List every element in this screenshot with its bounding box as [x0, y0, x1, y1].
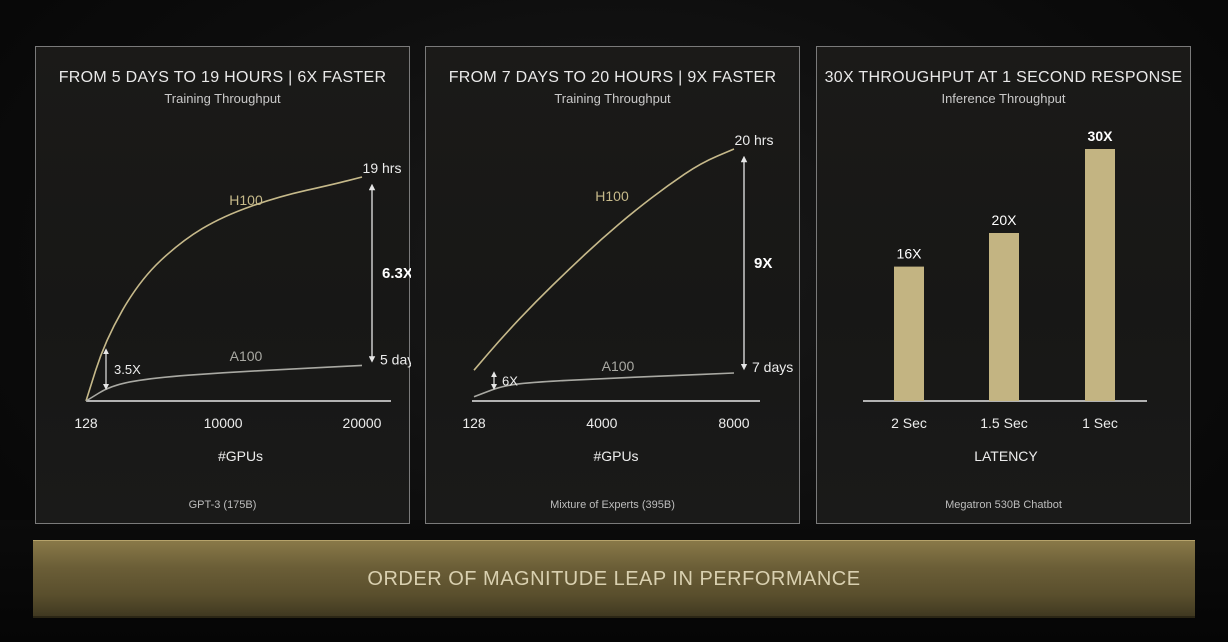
- series-line-a100: [473, 372, 735, 398]
- chart-subtitle: Training Throughput: [164, 91, 281, 106]
- chart-title: 30X THROUGHPUT AT 1 SECOND RESPONSE: [824, 69, 1183, 86]
- start-gap-label: 3.5X: [114, 362, 141, 377]
- chart-panel-moe: FROM 7 DAYS TO 20 HOURS | 9X FASTER Trai…: [425, 46, 800, 524]
- end-gap-label: 9X: [754, 255, 772, 272]
- line-chart-moe: H100 A100 128 4000 8000 #GPUs 9X 20 hrs 7 days 6X: [462, 132, 793, 464]
- x-axis-title: LATENCY: [974, 448, 1038, 464]
- bar-chart-megatron: 16X 2 Sec 20X 1.5 Sec 30X 1 Sec LATENCY: [863, 128, 1147, 464]
- chart-caption: Megatron 530B Chatbot: [945, 499, 1062, 511]
- x-tick-label: 20000: [343, 415, 382, 431]
- chart-caption: Mixture of Experts (395B): [550, 499, 675, 511]
- performance-banner: ORDER OF MAGNITUDE LEAP IN PERFORMANCE: [33, 540, 1195, 618]
- end-gap-label: 6.3X: [382, 265, 411, 282]
- end-bottom-label: 5 days: [380, 351, 411, 367]
- x-tick-label: 1.5 Sec: [980, 415, 1027, 431]
- end-bottom-label: 7 days: [752, 359, 793, 375]
- series-line-h100: [85, 176, 363, 402]
- end-top-label: 19 hrs: [363, 160, 402, 176]
- series-label-h100: H100: [229, 192, 263, 208]
- bar-value-label: 16X: [897, 246, 923, 262]
- banner-text: ORDER OF MAGNITUDE LEAP IN PERFORMANCE: [367, 568, 861, 590]
- series-line-h100: [473, 148, 735, 371]
- chart-subtitle: Training Throughput: [554, 91, 671, 106]
- bar-value-label: 20X: [992, 212, 1018, 228]
- x-axis-title: #GPUs: [218, 448, 263, 464]
- chart-subtitle: Inference Throughput: [941, 91, 1066, 106]
- end-top-label: 20 hrs: [735, 132, 774, 148]
- x-tick-label: 1 Sec: [1082, 415, 1118, 431]
- x-tick-label: 128: [74, 415, 98, 431]
- chart-panel-gpt3: FROM 5 DAYS TO 19 HOURS | 6X FASTER Trai…: [35, 46, 411, 524]
- x-axis-title: #GPUs: [593, 448, 638, 464]
- x-tick-label: 2 Sec: [891, 415, 927, 431]
- chart-panel-megatron: 30X THROUGHPUT AT 1 SECOND RESPONSE Infe…: [816, 46, 1191, 524]
- chart-title: FROM 5 DAYS TO 19 HOURS | 6X FASTER: [58, 69, 387, 86]
- x-tick-label: 8000: [718, 415, 749, 431]
- bar-1-5-sec: [989, 233, 1019, 401]
- bar-2-sec: [894, 266, 924, 401]
- x-tick-label: 128: [462, 415, 486, 431]
- series-label-a100: A100: [230, 348, 263, 364]
- line-chart-gpt3: H100 A100 128 10000 20000 #GPUs 6.3X 19 hrs 5 da…: [74, 160, 411, 464]
- series-line-a100: [85, 364, 363, 402]
- series-label-h100: H100: [595, 188, 629, 204]
- x-tick-label: 4000: [586, 415, 617, 431]
- chart-title: FROM 7 DAYS TO 20 HOURS | 9X FASTER: [448, 69, 777, 86]
- bar-1-sec: [1085, 149, 1115, 401]
- series-label-a100: A100: [602, 358, 635, 374]
- chart-caption: GPT-3 (175B): [188, 499, 257, 511]
- bar-value-label: 30X: [1088, 128, 1114, 144]
- x-tick-label: 10000: [204, 415, 243, 431]
- start-gap-label: 6X: [502, 374, 518, 389]
